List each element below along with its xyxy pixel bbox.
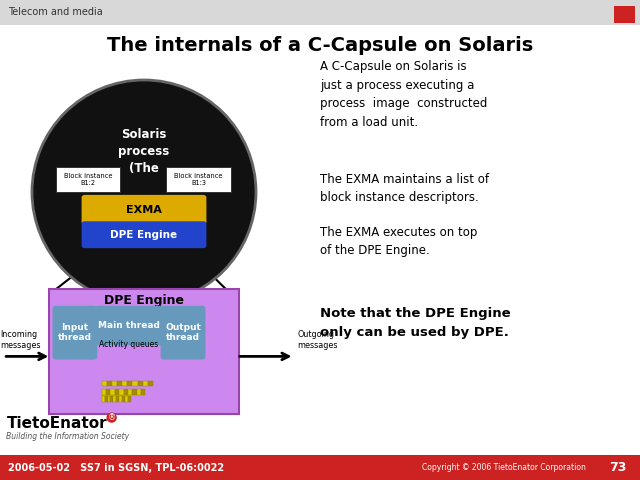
FancyBboxPatch shape [127,381,132,386]
FancyBboxPatch shape [82,221,206,248]
Text: Copyright © 2006 TietoEnator Corporation: Copyright © 2006 TietoEnator Corporation [422,463,586,472]
FancyBboxPatch shape [102,396,105,402]
FancyBboxPatch shape [52,306,97,360]
Text: Block instance
B1:2: Block instance B1:2 [64,173,112,186]
FancyBboxPatch shape [49,289,239,414]
FancyBboxPatch shape [166,167,231,192]
FancyBboxPatch shape [148,381,153,386]
Text: EXMA: EXMA [126,205,162,215]
FancyBboxPatch shape [113,396,116,402]
FancyBboxPatch shape [614,6,635,23]
FancyBboxPatch shape [106,389,111,395]
FancyBboxPatch shape [116,396,119,402]
Text: 2006-05-02   SS7 in SGSN, TPL-06:0022: 2006-05-02 SS7 in SGSN, TPL-06:0022 [8,463,224,472]
Text: DPE Engine: DPE Engine [104,294,184,308]
FancyBboxPatch shape [105,396,108,402]
Text: Building the Information Society: Building the Information Society [6,432,129,441]
FancyBboxPatch shape [136,389,141,395]
FancyBboxPatch shape [128,389,132,395]
FancyBboxPatch shape [119,396,122,402]
Text: The internals of a C-Capsule on Solaris: The internals of a C-Capsule on Solaris [107,36,533,55]
Text: Main thread: Main thread [98,321,160,330]
Ellipse shape [32,80,256,304]
Text: A C-Capsule on Solaris is
just a process executing a
process  image  constructed: A C-Capsule on Solaris is just a process… [320,60,488,129]
Text: TietoEnator: TietoEnator [6,416,107,431]
Text: Activity queues: Activity queues [99,340,159,349]
FancyBboxPatch shape [132,381,138,386]
FancyBboxPatch shape [102,381,107,386]
Text: Solaris
process
(The: Solaris process (The [118,128,170,175]
Text: The EXMA executes on top
of the DPE Engine.: The EXMA executes on top of the DPE Engi… [320,226,477,257]
FancyBboxPatch shape [143,381,148,386]
FancyBboxPatch shape [128,396,131,402]
Text: Input
thread: Input thread [58,323,92,342]
FancyBboxPatch shape [125,396,128,402]
Text: Telecom and media: Telecom and media [8,8,102,17]
FancyBboxPatch shape [102,389,106,395]
Text: Outgoing
messages: Outgoing messages [298,330,338,349]
FancyBboxPatch shape [0,455,640,480]
FancyBboxPatch shape [122,396,125,402]
Text: Output
thread: Output thread [165,323,201,342]
FancyBboxPatch shape [108,396,111,402]
Text: ®: ® [108,413,116,422]
FancyBboxPatch shape [110,396,113,402]
FancyBboxPatch shape [119,389,124,395]
FancyBboxPatch shape [107,381,112,386]
FancyBboxPatch shape [117,381,122,386]
FancyBboxPatch shape [161,306,205,360]
Text: The EXMA maintains a list of
block instance descriptors.: The EXMA maintains a list of block insta… [320,173,489,204]
Text: 73: 73 [609,461,627,474]
FancyBboxPatch shape [124,389,128,395]
FancyBboxPatch shape [138,381,143,386]
FancyBboxPatch shape [112,381,117,386]
Text: Block instance
B1:3: Block instance B1:3 [175,173,223,186]
FancyBboxPatch shape [132,389,136,395]
FancyBboxPatch shape [111,389,115,395]
Text: Note that the DPE Engine
only can be used by DPE.: Note that the DPE Engine only can be use… [320,307,511,339]
FancyBboxPatch shape [115,389,119,395]
FancyBboxPatch shape [95,306,163,345]
FancyBboxPatch shape [82,195,206,225]
Text: Incoming
messages: Incoming messages [0,330,40,349]
FancyBboxPatch shape [122,381,127,386]
FancyBboxPatch shape [141,389,145,395]
FancyBboxPatch shape [0,0,640,25]
Text: DPE Engine: DPE Engine [111,230,177,240]
FancyBboxPatch shape [56,167,120,192]
